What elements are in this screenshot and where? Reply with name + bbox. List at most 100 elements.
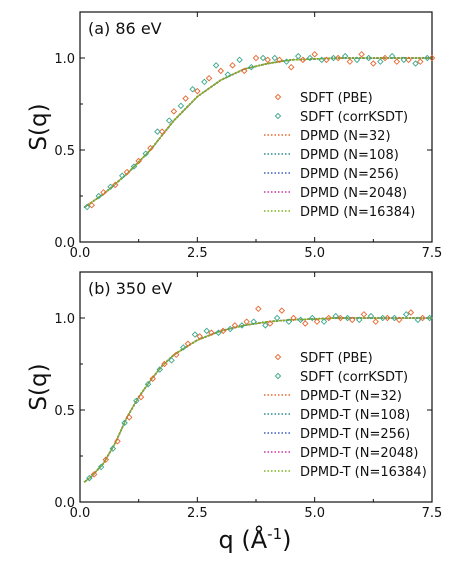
x-tick-label: 5.0 [304,246,325,261]
data-point [283,58,290,65]
y-tick-label: 0.5 [54,144,75,159]
y-tick-label: 0.5 [54,404,75,419]
data-point [295,52,302,60]
legend-label: DPMD-T (N=108) [300,408,410,423]
data-point [196,333,203,340]
data-point [323,56,330,64]
data-point [285,318,293,325]
data-point [208,329,215,336]
legend-item: SDFT (PBE) [274,91,373,106]
data-point [95,192,103,200]
data-point [114,438,121,445]
data-point [271,54,279,62]
data-point [203,327,210,335]
data-point [384,314,391,322]
data-point [318,56,325,64]
data-point [259,54,267,62]
data-point [147,144,154,152]
data-point [177,102,185,110]
data-point [358,51,365,58]
data-point [356,316,363,324]
data-point [379,314,386,322]
data-point [102,456,110,463]
data-point [365,54,372,62]
data-point [287,63,295,71]
data-point [372,318,379,325]
legend-item: DPMD-T (N=32) [264,389,402,404]
legend-item: DPMD (N=16384) [264,205,415,220]
data-point [337,314,344,322]
data-point [236,56,243,64]
data-point [133,397,140,405]
data-point [395,316,403,324]
data-point [182,95,189,102]
data-point [402,311,410,318]
legend-label: DPMD (N=108) [300,148,399,163]
data-point [238,322,246,329]
data-point [229,62,236,69]
data-point [88,201,95,209]
data-point [130,163,138,170]
panel-a: 0.0 2.5 5.0 7.5 0.0 0.5 1.0 S(q) (a) 86 eV SDFT (… [26,11,442,261]
data-point [348,316,356,324]
data-point [313,318,321,325]
legend-label: DPMD-T (N=16384) [300,465,427,480]
data-point [121,419,128,427]
data-point [142,150,149,157]
data-point [165,117,173,124]
legend-marker [274,353,282,361]
data-point [367,312,375,320]
data-point [86,474,93,482]
data-point [158,128,166,135]
legend-label: DPMD (N=32) [300,129,391,144]
legend-item: DPMD (N=32) [264,129,391,144]
y-tick-label: 1.0 [54,312,75,327]
data-point [405,56,412,64]
data-point [334,54,342,62]
x-tick-label: 0.0 [70,506,91,521]
legend-label: SDFT (PBE) [300,91,373,106]
legend-marker [274,372,282,380]
data-point [107,183,114,191]
data-point [388,52,396,60]
data-point [407,309,415,316]
panel-title: (b) 350 eV [88,279,172,298]
data-point [264,56,271,64]
data-point [137,393,145,401]
data-point [144,381,152,388]
data-point [224,71,232,78]
data-point [419,314,426,322]
y-axis-label: S(q) [26,103,52,150]
data-point [191,331,199,338]
x-tick-label: 2.5 [187,506,208,521]
x-axis-label: q (Å-1) [219,525,292,554]
data-point [290,314,297,322]
legend-label: SDFT (PBE) [300,351,373,366]
legend-label: SDFT (corrKSDT) [300,370,408,385]
y-tick-label: 1.0 [54,52,75,67]
legend-item: SDFT (PBE) [274,351,373,366]
legend-label: DPMD (N=16384) [300,205,415,220]
data-point [346,58,354,65]
legend-item: SDFT (corrKSDT) [274,370,408,385]
data-point [381,54,389,62]
legend-marker [274,112,282,120]
data-point [172,351,180,359]
data-point [123,168,131,176]
data-point [414,316,422,324]
data-point [248,63,255,71]
data-point [109,445,117,452]
legend-item: DPMD-T (N=256) [264,427,410,442]
legend-item: DPMD (N=2048) [264,186,407,201]
x-tick-label: 0.0 [70,246,91,261]
data-point [231,322,239,329]
data-point [250,318,257,325]
data-point [278,307,286,314]
y-tick-label: 0.0 [54,236,75,251]
legend-item: SDFT (corrKSDT) [274,110,408,125]
data-point [302,320,309,327]
data-point [353,56,361,64]
data-point [97,463,105,471]
panel-b: 0.0 2.5 5.0 7.5 0.0 0.5 1.0 S(q) (b) 350 eV SDFT … [26,271,442,521]
